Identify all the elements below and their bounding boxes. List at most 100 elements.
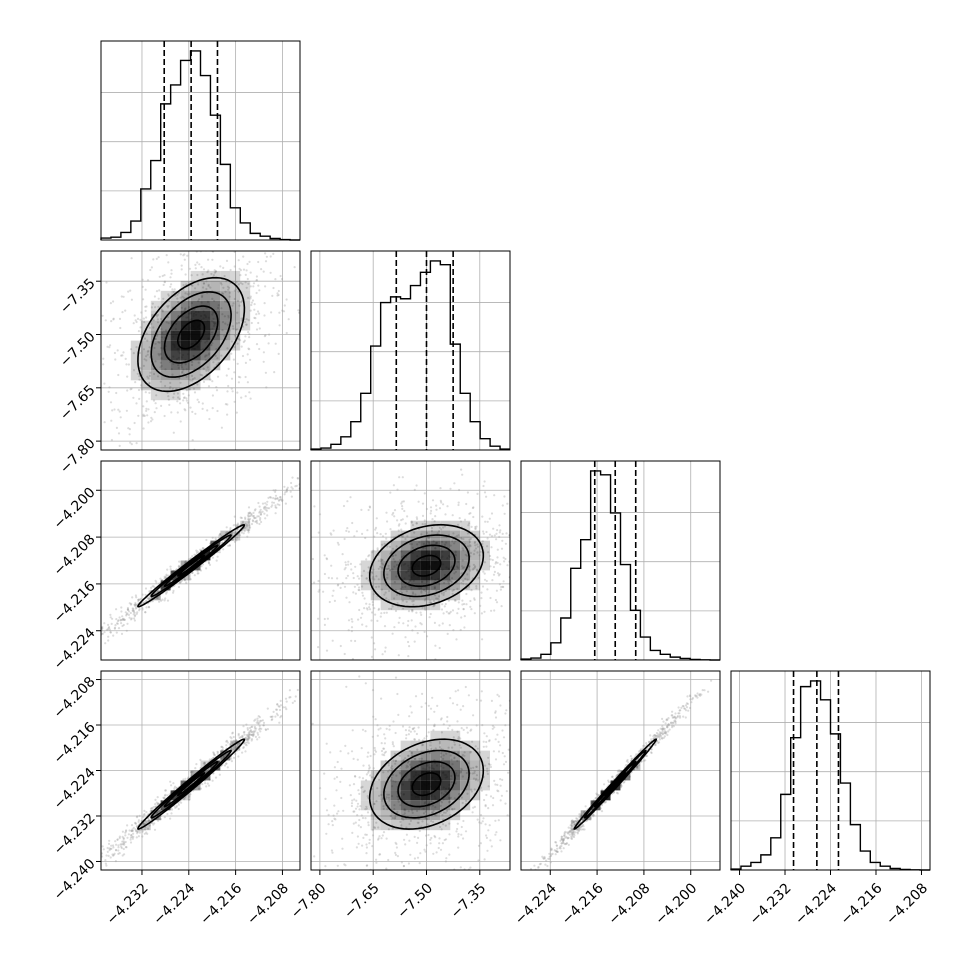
sample-point [473, 541, 476, 545]
density-block [440, 570, 451, 581]
sample-point [352, 757, 355, 761]
sample-point [235, 739, 238, 742]
sample-point [439, 499, 442, 502]
sample-point [190, 374, 194, 377]
contour-1-0-0 [177, 319, 206, 350]
sample-point [247, 319, 250, 322]
sample-point [154, 337, 157, 341]
sample-point [246, 381, 249, 384]
sample-point [196, 261, 199, 264]
sample-point [145, 831, 148, 834]
sample-point [105, 854, 108, 857]
sample-point [496, 556, 499, 559]
sample-point [334, 818, 337, 821]
sample-point [131, 609, 134, 612]
sample-point [240, 319, 243, 322]
sample-point [125, 846, 128, 849]
sample-point [183, 396, 186, 399]
sample-point [223, 755, 226, 758]
sample-point [350, 618, 353, 621]
sample-point [172, 589, 175, 593]
sample-point [346, 574, 349, 577]
sample-point [207, 561, 211, 565]
sample-point [479, 550, 482, 553]
density-block [430, 570, 441, 581]
sample-point [497, 750, 501, 753]
density-block [480, 550, 490, 561]
sample-point [138, 831, 141, 834]
sample-point [505, 790, 508, 793]
sample-point [173, 787, 176, 790]
sample-point [264, 728, 267, 731]
sample-point [272, 489, 275, 492]
density-block [160, 360, 171, 371]
sample-point [435, 851, 438, 854]
sample-point [121, 843, 124, 846]
sample-point [496, 529, 499, 532]
sample-point [188, 292, 191, 295]
sample-point [470, 589, 473, 592]
sample-point [416, 517, 419, 521]
sample-point [469, 605, 472, 609]
sample-point [406, 535, 409, 538]
density-block [450, 730, 461, 741]
sample-point [485, 836, 488, 840]
sample-point [479, 786, 483, 789]
sample-point [488, 740, 491, 743]
sample-point [481, 542, 484, 546]
sample-point [489, 765, 492, 769]
density-block [180, 380, 191, 391]
sample-point [274, 506, 277, 509]
sample-point [125, 614, 128, 617]
sample-point [404, 843, 407, 846]
panel-frame-0-0 [100, 40, 301, 241]
sample-point [351, 620, 354, 623]
sample-point [157, 305, 160, 308]
sample-point [413, 835, 416, 839]
density-block [450, 540, 461, 551]
sample-point [487, 785, 490, 788]
sample-point [361, 844, 364, 847]
sample-point [311, 722, 314, 726]
sample-point [256, 719, 259, 723]
sample-point [423, 492, 426, 495]
sample-point [396, 519, 399, 522]
sample-point [219, 533, 222, 536]
sample-point [500, 605, 503, 608]
density-block [440, 590, 451, 601]
sample-point [272, 252, 275, 255]
sample-point [417, 821, 420, 824]
density-block [240, 290, 251, 301]
sample-point [427, 536, 430, 539]
sample-point [463, 751, 466, 754]
sample-point [244, 395, 247, 398]
sample-point [490, 699, 493, 703]
sample-point [502, 580, 505, 583]
sample-point [232, 358, 235, 361]
sample-point [101, 627, 104, 630]
sample-point [118, 616, 121, 619]
density-block [420, 560, 431, 571]
sample-point [453, 756, 456, 759]
sample-point [233, 739, 236, 742]
sample-point [167, 293, 170, 296]
sample-point [136, 611, 139, 614]
sample-point [266, 500, 269, 503]
sample-point [132, 610, 135, 613]
sample-point [456, 827, 459, 831]
sample-point [256, 731, 259, 735]
sample-point [430, 820, 433, 823]
sample-point [469, 866, 472, 869]
sample-point [216, 750, 219, 753]
sample-point [227, 384, 230, 388]
sample-point [468, 538, 471, 541]
sample-point [113, 351, 116, 355]
sample-point [112, 844, 115, 847]
sample-point [264, 371, 267, 374]
sample-point [200, 565, 203, 568]
sample-point [260, 727, 263, 731]
sample-point [197, 283, 200, 286]
sample-point [477, 844, 481, 847]
sample-point [281, 499, 284, 502]
sample-point [402, 622, 405, 625]
